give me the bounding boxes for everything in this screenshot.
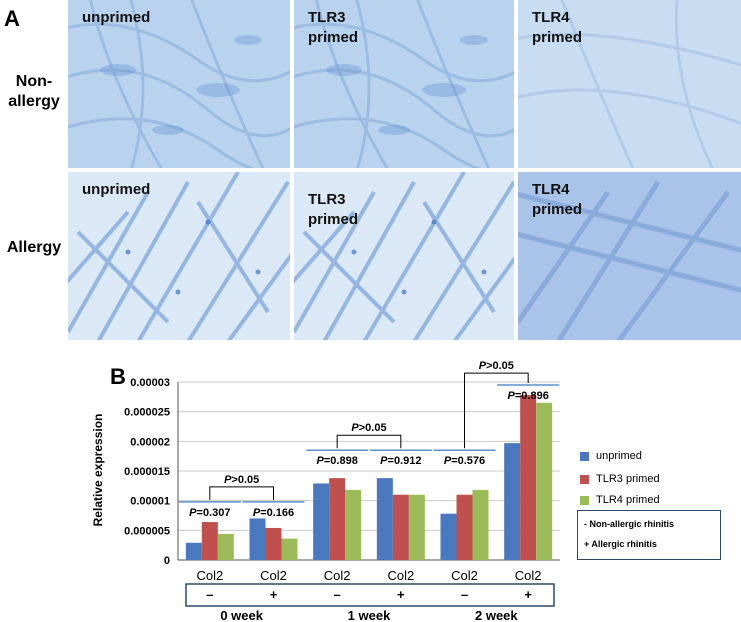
pvalue-label: P=0.898 bbox=[317, 455, 358, 467]
x-sign-label: – bbox=[206, 587, 213, 602]
bar bbox=[520, 395, 537, 560]
micrograph-nonallergy-tlr4: TLR4 primed bbox=[518, 0, 741, 168]
legend-label: unprimed bbox=[596, 450, 642, 462]
bar bbox=[345, 489, 362, 560]
bar bbox=[456, 494, 473, 560]
legend-item-tlr4: TLR4 primed bbox=[580, 493, 660, 507]
micrograph-caption: TLR3 primed bbox=[308, 191, 359, 228]
bar bbox=[376, 478, 393, 560]
comparison-bracket bbox=[336, 434, 402, 449]
comparison-bracket bbox=[209, 486, 274, 500]
legend-label: TLR3 primed bbox=[596, 473, 660, 485]
x-sign-label: – bbox=[461, 587, 468, 602]
pvalue-label: P=0.307 bbox=[189, 507, 230, 519]
y-tick-label: 0.000015 bbox=[124, 466, 170, 478]
legend-item-unprimed: unprimed bbox=[580, 449, 642, 463]
bar bbox=[408, 494, 425, 560]
micrograph-nonallergy-tlr3: TLR3 primed bbox=[294, 0, 514, 168]
y-tick-label: 0.00002 bbox=[130, 436, 170, 448]
x-sign-label: + bbox=[397, 587, 405, 602]
y-tick-label: 0.000005 bbox=[124, 525, 170, 537]
pvalue-label: P=0.896 bbox=[508, 390, 549, 402]
panel-a-letter: A bbox=[4, 6, 20, 31]
row-label-non-allergy: Non- allergy bbox=[8, 73, 60, 110]
y-tick-label: 0 bbox=[164, 555, 170, 567]
legend-swatch bbox=[580, 495, 589, 505]
legend-item-tlr3: TLR3 primed bbox=[580, 472, 660, 486]
comparison-label: P>0.05 bbox=[351, 422, 386, 434]
legend-note-minus: - Non-allergic rhinitis bbox=[584, 519, 675, 529]
micrograph-caption: TLR3 primed bbox=[308, 9, 359, 46]
group-box bbox=[185, 583, 555, 607]
bar bbox=[392, 494, 409, 560]
bar bbox=[536, 402, 553, 560]
micrograph-allergy-tlr3: TLR3 primed bbox=[294, 172, 514, 340]
micrograph-caption: unprimed bbox=[82, 181, 151, 198]
x-tick-label: Col2 bbox=[260, 568, 287, 583]
x-sign-label: – bbox=[334, 587, 341, 602]
legend-label: TLR4 primed bbox=[596, 494, 660, 506]
bar bbox=[313, 483, 330, 560]
comparison-bracket bbox=[464, 372, 529, 449]
pvalue-label: P=0.576 bbox=[444, 455, 485, 467]
pvalue-label: P=0.166 bbox=[253, 507, 294, 519]
bar bbox=[249, 518, 266, 560]
x-tick-label: Col2 bbox=[387, 568, 414, 583]
x-sign-label: + bbox=[524, 587, 532, 602]
bar bbox=[440, 513, 457, 560]
y-axis-label: Relative expression bbox=[91, 414, 105, 527]
x-tick-label: Col2 bbox=[515, 568, 542, 583]
legend-notes-box: - Non-allergic rhinitis + Allergic rhini… bbox=[577, 510, 721, 560]
micrograph-caption: unprimed bbox=[82, 9, 151, 26]
micrograph-allergy-unprimed: unprimed bbox=[68, 172, 290, 340]
bar bbox=[265, 527, 282, 560]
bar bbox=[472, 489, 489, 560]
y-tick-label: 0.000025 bbox=[124, 407, 170, 419]
micrograph-caption: TLR4 primed bbox=[532, 9, 583, 46]
pvalue-label: P=0.912 bbox=[380, 455, 421, 467]
x-sign-label: + bbox=[270, 587, 278, 602]
bar bbox=[217, 533, 234, 560]
x-tick-label: Col2 bbox=[324, 568, 351, 583]
x-tick-label: Col2 bbox=[451, 568, 478, 583]
bar-chart: 0 0.000005 0.00001 0.000015 0.00002 0.000025 0… bbox=[91, 360, 560, 622]
bar bbox=[185, 542, 202, 560]
x-group-label: 2 week bbox=[475, 608, 518, 622]
legend-swatch bbox=[580, 451, 589, 461]
bar bbox=[201, 522, 218, 560]
legend-note-plus: + Allergic rhinitis bbox=[584, 539, 657, 549]
y-tick-label: 0.00003 bbox=[130, 377, 170, 389]
panel-b-letter: B bbox=[110, 364, 126, 389]
legend-swatch bbox=[580, 474, 589, 484]
bar bbox=[329, 478, 346, 560]
row-label-allergy: Allergy bbox=[6, 239, 62, 256]
micrograph-caption: TLR4 primed bbox=[532, 181, 583, 218]
x-group-label: 0 week bbox=[220, 608, 263, 622]
micrograph-allergy-tlr4: TLR4 primed bbox=[518, 172, 741, 340]
x-group-label: 1 week bbox=[348, 608, 391, 622]
bar bbox=[504, 443, 521, 560]
micrograph-nonallergy-unprimed: unprimed bbox=[68, 0, 290, 168]
bar bbox=[281, 538, 298, 560]
y-tick-label: 0.00001 bbox=[130, 496, 170, 508]
comparison-label: P>0.05 bbox=[224, 474, 259, 486]
comparison-label: P>0.05 bbox=[479, 360, 514, 372]
x-tick-label: Col2 bbox=[196, 568, 223, 583]
